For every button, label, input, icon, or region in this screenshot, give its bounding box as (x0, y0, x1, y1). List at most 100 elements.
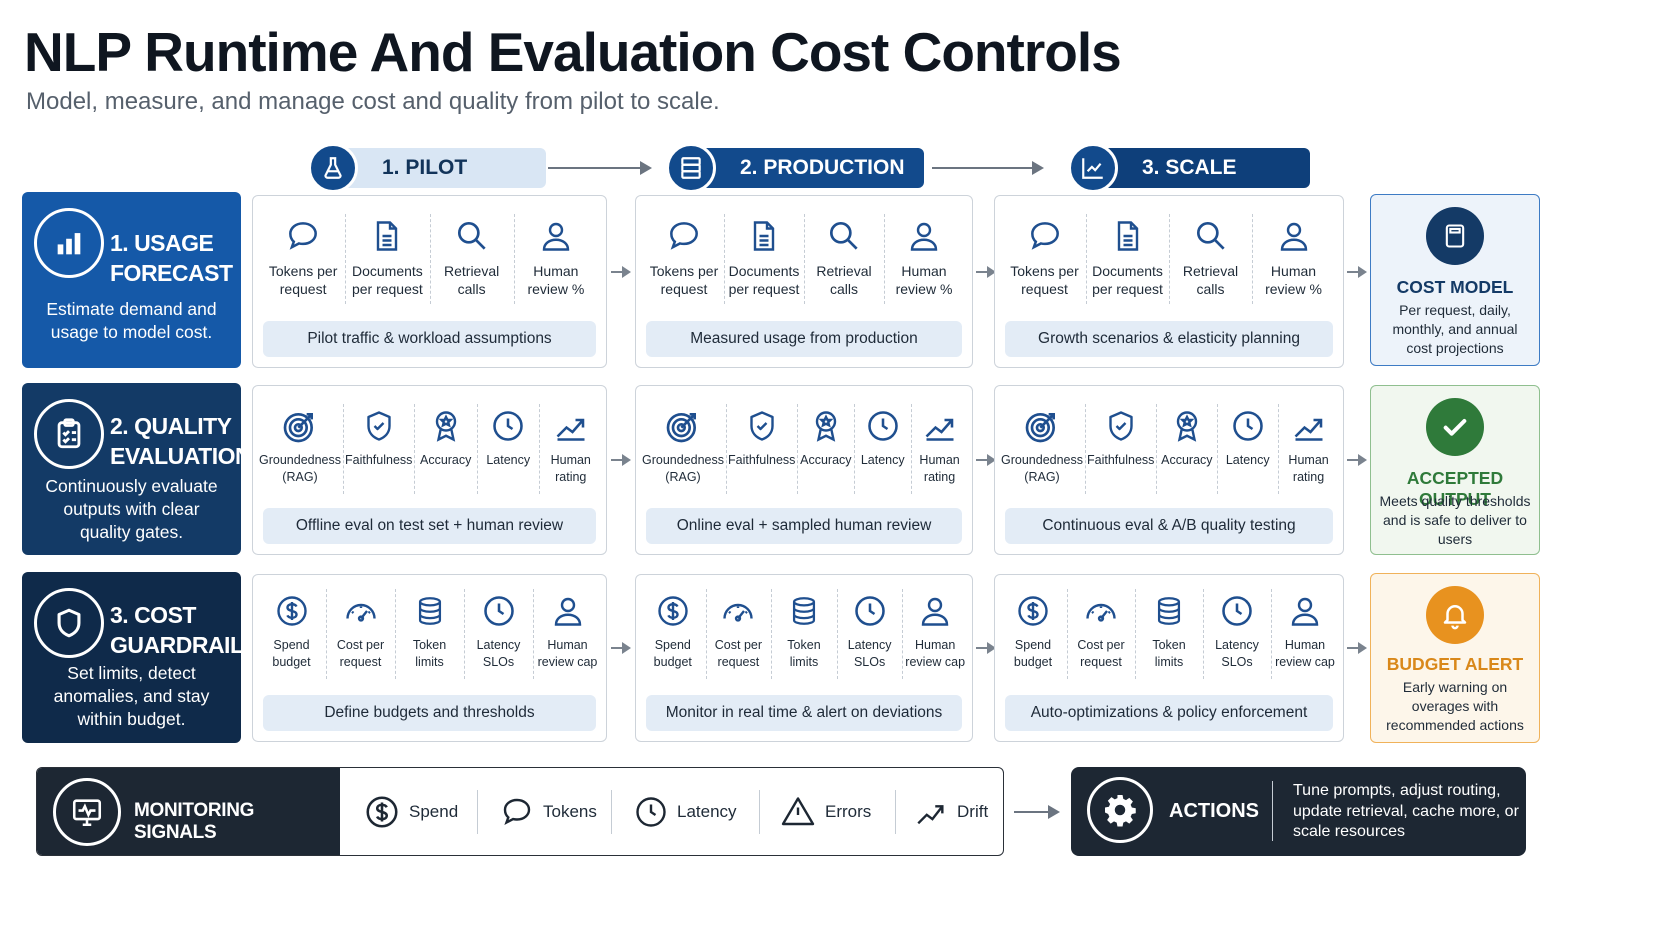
metric-item: Spend budget (999, 585, 1067, 671)
metric-item: Groundedness (RAG) (999, 400, 1085, 486)
clock-icon (1203, 585, 1271, 637)
person-icon (533, 585, 602, 637)
monitor-pulse-icon (53, 778, 121, 846)
metric-item: Accuracy (414, 400, 477, 494)
outcome-description: Meets quality thresholds and is safe to … (1379, 493, 1531, 547)
card-guardrails-pilot: Spend budget Cost per request Token limi… (252, 574, 607, 742)
metric-item: Human rating (1278, 400, 1339, 494)
stage-production: 2. PRODUCTION (666, 143, 924, 193)
metric-item: Accuracy (797, 400, 854, 494)
dollar-icon (640, 585, 706, 637)
flow-arrow (1347, 454, 1367, 466)
metric-item: Tokens per request (644, 210, 724, 298)
database-icon (395, 585, 464, 637)
metric-item: Tokens per request (1003, 210, 1086, 298)
monitoring-signals-bar: MONITORING SIGNALS Spend Tokens Latency … (36, 767, 1004, 856)
flask-icon (308, 143, 358, 193)
flow-arrow (611, 454, 631, 466)
signal-errors: Errors (779, 788, 871, 836)
metric-item: Cost per request (326, 585, 395, 679)
metric-item: Retrieval calls (1169, 210, 1252, 304)
divider (895, 790, 896, 834)
trend-up-icon (911, 400, 968, 452)
clock-icon (464, 585, 533, 637)
metric-item: Human review % (513, 210, 598, 304)
clipboard-check-icon (34, 399, 104, 469)
metric-item: Documents per request (1086, 210, 1169, 304)
metric-item: Latency (1217, 400, 1278, 494)
card-guardrails-production: Spend budget Cost per request Token limi… (635, 574, 973, 742)
metric-item: Human review % (884, 210, 964, 304)
signal-label: Drift (957, 802, 989, 821)
card-note: Monitor in real time & alert on deviatio… (646, 695, 962, 731)
metric-item: Cost per request (705, 585, 772, 679)
dollar-icon (363, 793, 401, 831)
row-description: Set limits, detect anomalies, and stay w… (53, 663, 210, 729)
target-icon (999, 400, 1085, 452)
flow-arrow (611, 266, 631, 278)
divider (477, 790, 478, 834)
card-note: Auto-optimizations & policy enforcement (1005, 695, 1333, 731)
metric-item: Latency SLOs (1203, 585, 1271, 679)
stage-scale: 3. SCALE (1068, 143, 1310, 193)
card-quality-production: Groundedness (RAG) Faithfulness Accuracy… (635, 385, 973, 555)
shield-check-icon (1085, 400, 1156, 452)
document-icon (345, 210, 429, 262)
search-icon (1169, 210, 1252, 262)
clock-icon (1217, 400, 1278, 452)
card-note: Measured usage from production (646, 321, 962, 357)
person-icon (514, 210, 598, 262)
metric-item: Documents per request (345, 210, 429, 304)
card-guardrails-scale: Spend budget Cost per request Token limi… (994, 574, 1344, 742)
signal-label: Latency (677, 802, 737, 821)
outcome-accepted-output: ACCEPTED OUTPUT Meets quality thresholds… (1370, 385, 1540, 555)
speech-bubble-icon (261, 210, 345, 262)
flow-arrow (976, 266, 996, 278)
dollar-icon (257, 585, 326, 637)
metric-item: Cost per request (1067, 585, 1135, 679)
card-note: Offline eval on test set + human review (263, 508, 596, 544)
outcome-title: BUDGET ALERT (1386, 654, 1524, 674)
trend-up-icon (913, 795, 949, 829)
server-icon (666, 143, 716, 193)
gauge-icon (1067, 585, 1135, 637)
metric-item: Human rating (911, 400, 968, 494)
card-usage-production: Tokens per request Documents per request… (635, 195, 973, 368)
page-title: NLP Runtime And Evaluation Cost Controls (24, 21, 1122, 83)
metric-item: Faithfulness (343, 400, 414, 494)
divider (1272, 781, 1273, 841)
card-quality-pilot: Groundedness (RAG) Faithfulness Accuracy… (252, 385, 607, 555)
bell-icon (1426, 586, 1484, 644)
person-icon (902, 585, 968, 637)
clock-icon (837, 585, 903, 637)
warning-icon (779, 794, 817, 830)
row-header-quality-evaluation: 2. QUALITY EVALUATION Continuously evalua… (22, 383, 252, 555)
person-icon (1252, 210, 1335, 262)
metric-item: Latency (476, 400, 540, 494)
clock-icon (633, 794, 669, 830)
row-description: Estimate demand and usage to model cost. (46, 299, 217, 342)
signal-spend: Spend (363, 788, 458, 836)
target-icon (640, 400, 726, 452)
trend-up-icon (1278, 400, 1339, 452)
person-icon (1271, 585, 1339, 637)
metric-item: Human review cap (533, 585, 602, 679)
stage-scale-label: 3. SCALE (1094, 148, 1310, 188)
card-note: Continuous eval & A/B quality testing (1005, 508, 1333, 544)
calculator-icon (1426, 207, 1484, 265)
metric-item: Tokens per request (261, 210, 345, 298)
target-icon (257, 400, 343, 452)
stage-pilot-label: 1. PILOT (334, 148, 546, 188)
card-note: Define budgets and thresholds (263, 695, 596, 731)
speech-bubble-icon (499, 794, 535, 830)
check-circle-icon (1426, 398, 1484, 456)
shield-check-icon (726, 400, 797, 452)
metric-item: Latency (854, 400, 911, 494)
signal-drift: Drift (913, 788, 988, 836)
stage-arrow (932, 161, 1044, 175)
person-icon (884, 210, 964, 262)
monitoring-title: MONITORING SIGNALS (134, 800, 255, 843)
gauge-icon (706, 585, 772, 637)
dollar-icon (999, 585, 1067, 637)
card-quality-scale: Groundedness (RAG) Faithfulness Accuracy… (994, 385, 1344, 555)
